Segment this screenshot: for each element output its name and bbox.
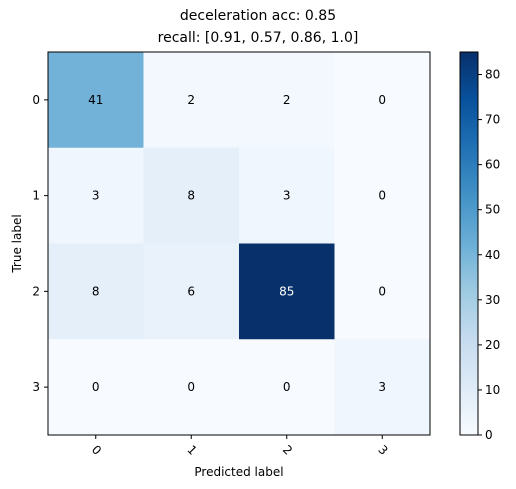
heatmap-cell: [239, 243, 335, 340]
heatmap-cell: [143, 243, 240, 340]
chart-title-line-1: deceleration acc: 0.85: [179, 8, 337, 24]
x-tick-label: 2: [280, 443, 295, 458]
cell-value-label: 2: [283, 93, 291, 107]
heatmap-cell: [143, 147, 240, 244]
colorbar-tick-label: 40: [485, 248, 500, 262]
colorbar-tick-label: 70: [485, 113, 500, 127]
cell-value-label: 0: [378, 93, 386, 107]
cell-value-label: 0: [283, 380, 291, 394]
heatmap-cell: [334, 243, 431, 340]
y-tick-label: 3: [32, 380, 40, 394]
heatmap-cell: [48, 243, 144, 340]
heatmap-cell: [334, 52, 431, 149]
y-tick-label: 1: [32, 189, 40, 203]
x-tick-label: 3: [375, 443, 390, 458]
heatmap-cell: [334, 147, 431, 244]
cell-value-label: 2: [187, 93, 195, 107]
heatmap-cell: [239, 52, 335, 149]
heatmap-cell: [48, 52, 144, 149]
heatmap-cell: [143, 339, 240, 436]
colorbar-tick-label: 10: [485, 383, 500, 397]
y-tick-label: 2: [32, 284, 40, 298]
heatmap-cells: 41 2 2 0 3 8 3 0 8 6 85 0 0 0 0 3: [48, 52, 431, 436]
colorbar-tick-label: 20: [485, 338, 500, 352]
cell-value-label: 0: [378, 284, 386, 298]
cell-value-label: 3: [92, 189, 100, 203]
heatmap-cell: [239, 147, 335, 244]
heatmap-cell: [48, 339, 144, 436]
y-axis-label: True label: [10, 214, 24, 273]
cell-value-label: 0: [187, 380, 195, 394]
colorbar-tick-label: 50: [485, 203, 500, 217]
matrix-frame: [47, 51, 431, 436]
colorbar-ticks: 0 10 20 30 40 50 60 70 80: [478, 68, 500, 442]
cell-value-label: 0: [378, 189, 386, 203]
colorbar-tick-label: 80: [485, 68, 500, 82]
colorbar: [459, 51, 479, 436]
cell-value-label: 8: [187, 189, 195, 203]
colorbar-tick-label: 0: [485, 428, 493, 442]
chart-title-line-2: recall: [0.91, 0.57, 0.86, 1.0]: [157, 30, 359, 46]
cell-value-label: 8: [92, 284, 100, 298]
colorbar-tick-label: 60: [485, 158, 500, 172]
x-axis-label: Predicted label: [194, 465, 283, 479]
heatmap-cell: [48, 147, 144, 244]
cell-value-label: 6: [187, 284, 195, 298]
cell-value-label: 3: [283, 189, 291, 203]
heatmap-cell: [143, 52, 240, 149]
heatmap-cell: [239, 339, 335, 436]
x-tick-label: 1: [184, 443, 199, 458]
y-tick-label: 0: [32, 93, 40, 107]
cell-value-label: 3: [378, 380, 386, 394]
colorbar-tick-label: 30: [485, 293, 500, 307]
heatmap-cell: [334, 339, 431, 436]
x-tick-label: 0: [89, 443, 104, 458]
cell-value-label: 0: [92, 380, 100, 394]
cell-value-label: 41: [88, 93, 103, 107]
cell-value-label: 85: [279, 284, 294, 298]
